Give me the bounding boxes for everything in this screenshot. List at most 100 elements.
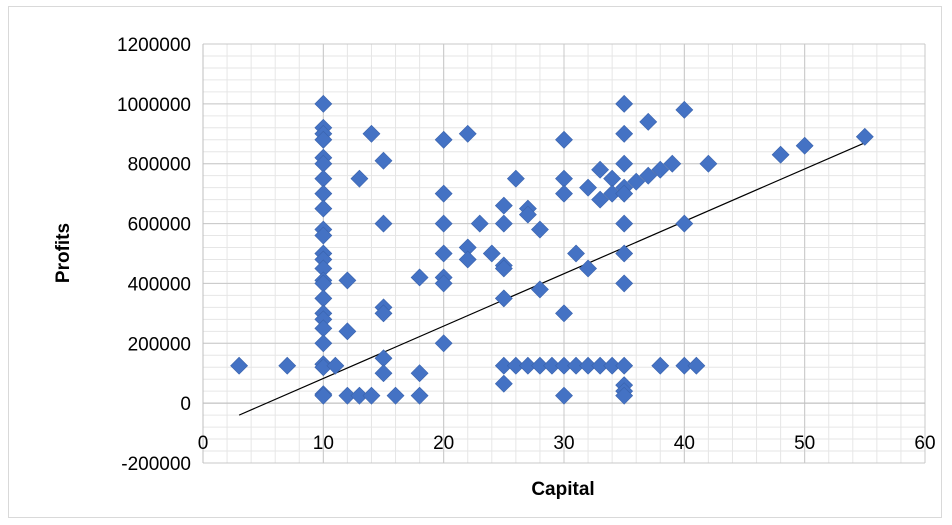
data-point [434, 334, 453, 353]
x-tick-label: 50 [794, 433, 815, 454]
data-point [639, 166, 658, 185]
data-point [338, 271, 357, 290]
data-point [615, 94, 634, 113]
data-point [494, 374, 513, 393]
data-point [410, 268, 429, 287]
data-point [374, 304, 393, 323]
data-point [531, 280, 549, 299]
data-point [579, 356, 597, 375]
data-point [374, 214, 393, 233]
data-point [555, 130, 573, 149]
data-point [651, 160, 670, 179]
data-point [675, 356, 694, 375]
data-point [663, 154, 682, 173]
data-point [699, 154, 718, 173]
data-point [230, 356, 249, 375]
data-point [386, 386, 405, 405]
data-point [506, 356, 525, 375]
data-point [350, 169, 369, 188]
data-point [482, 244, 501, 263]
data-point [603, 356, 622, 375]
data-point [314, 199, 333, 218]
data-point [518, 205, 537, 224]
data-point [567, 356, 585, 375]
data-point [615, 356, 634, 375]
x-tick-label: 10 [313, 433, 334, 454]
data-point [434, 130, 453, 149]
y-tick-label: 800000 [128, 155, 191, 176]
data-point [314, 334, 333, 353]
data-point [470, 214, 489, 233]
data-point [591, 190, 610, 209]
x-tick-label: 40 [674, 433, 695, 454]
data-point [651, 356, 670, 375]
y-tick-label: 600000 [128, 215, 191, 236]
x-tick-label: 60 [914, 433, 935, 454]
data-point [579, 259, 597, 278]
data-point [314, 169, 333, 188]
data-point [374, 364, 393, 383]
data-point [615, 184, 634, 203]
data-point [639, 112, 658, 131]
x-tick-label: 20 [433, 433, 454, 454]
data-point [531, 356, 549, 375]
data-point [494, 259, 513, 278]
data-point [314, 319, 333, 338]
data-point [314, 130, 333, 149]
data-point [338, 322, 357, 341]
data-points [230, 94, 874, 405]
data-point [458, 250, 477, 269]
data-point [374, 349, 393, 368]
data-point [591, 160, 610, 179]
data-point [494, 214, 513, 233]
tick-labels: -200000 0 200000 400000 600000 800000 1000000 1… [117, 35, 936, 475]
data-point [278, 356, 297, 375]
data-point [771, 145, 790, 164]
data-point [494, 196, 513, 215]
data-point [627, 172, 646, 191]
linear-trendline [238, 142, 866, 416]
data-point [458, 124, 477, 143]
data-point [555, 304, 573, 323]
data-point [506, 169, 525, 188]
data-point [314, 94, 333, 113]
data-point [362, 124, 381, 143]
data-point [434, 274, 453, 293]
x-tick-label: 30 [553, 433, 574, 454]
data-point [434, 184, 453, 203]
data-point [338, 386, 357, 405]
data-point [314, 289, 333, 308]
data-point [603, 169, 622, 188]
data-point [855, 127, 874, 146]
data-point [410, 386, 429, 405]
y-axis-title: Profits [53, 223, 74, 283]
data-point [615, 244, 634, 263]
y-tick-label: 200000 [128, 334, 191, 355]
data-point [326, 356, 345, 375]
data-point [675, 214, 694, 233]
data-point [687, 356, 706, 375]
data-point [615, 274, 634, 293]
data-point [434, 214, 453, 233]
data-point [615, 154, 634, 173]
data-point [567, 244, 585, 263]
data-point [314, 226, 333, 245]
y-tick-label: 1000000 [117, 95, 191, 116]
data-point [615, 124, 634, 143]
y-tick-label: 1200000 [117, 35, 191, 56]
data-point [603, 184, 622, 203]
data-point [555, 169, 573, 188]
y-tick-label: -200000 [121, 454, 191, 475]
data-point [579, 178, 597, 197]
x-axis-title: Capital [531, 479, 594, 500]
data-point [518, 356, 537, 375]
data-point [434, 244, 453, 263]
data-point [543, 356, 561, 375]
data-point [555, 184, 573, 203]
data-point [795, 136, 814, 155]
data-point [494, 289, 513, 308]
x-tick-label: 0 [198, 433, 209, 454]
chart-frame [8, 6, 942, 518]
data-point [675, 100, 694, 119]
